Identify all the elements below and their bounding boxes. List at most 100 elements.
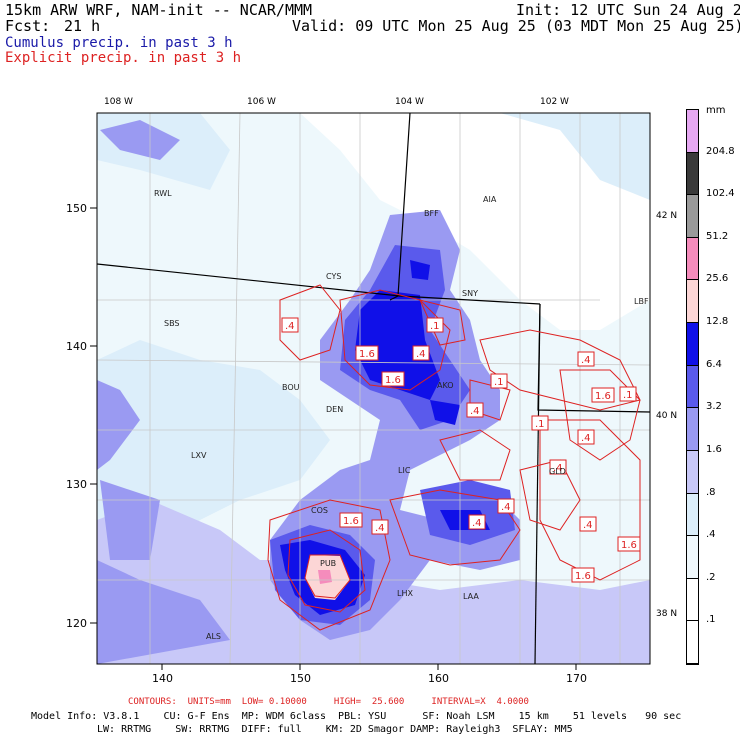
contour-label: .1	[490, 373, 508, 389]
station-labels: RWL BFF AIA CYS SNY LBF SBS BOU DEN AKO …	[154, 189, 649, 641]
station-label: RWL	[154, 189, 172, 198]
svg-text:1.6: 1.6	[575, 571, 591, 582]
field-cumulus-label: Cumulus precip. in past 3 h	[5, 35, 233, 51]
svg-text:.4: .4	[583, 520, 593, 531]
svg-text:.1: .1	[430, 321, 440, 332]
valid-time: Valid: 09 UTC Mon 25 Aug 25 (03 MDT Mon …	[292, 17, 740, 35]
precip-shading	[97, 113, 650, 664]
station-label: SNY	[462, 289, 478, 298]
legend-swatch	[687, 621, 698, 664]
contour-label: 1.6	[571, 567, 595, 583]
legend-swatch	[687, 493, 698, 537]
legend-swatch	[687, 365, 698, 409]
field-explicit-label: Explicit precip. in past 3 h	[5, 50, 242, 66]
lat-labels: 42 N 40 N 38 N	[656, 211, 677, 619]
station-label: LHX	[397, 589, 413, 598]
legend-swatch	[687, 280, 698, 324]
legend-swatch	[687, 578, 698, 622]
legend-level-label: 1.6	[706, 443, 722, 455]
legend-swatch	[687, 450, 698, 494]
forecast-label: Fcst:	[5, 17, 51, 35]
svg-text:.4: .4	[375, 523, 385, 534]
lat-label: 38 N	[656, 609, 677, 619]
contour-label: .4	[577, 351, 595, 367]
legend-swatch	[687, 536, 698, 579]
station-label: DEN	[326, 405, 343, 414]
svg-text:.1: .1	[535, 419, 545, 430]
init-time: Init: 12 UTC Sun 24 Aug 25	[516, 1, 740, 19]
contour-label: .1	[426, 317, 444, 333]
legend-unit: mm	[706, 105, 726, 116]
station-label: LIC	[398, 466, 411, 475]
svg-text:.4: .4	[581, 355, 591, 366]
lon-labels: 108 W 106 W 104 W 102 W	[104, 97, 569, 107]
station-label: CYS	[326, 272, 341, 281]
legend-swatch	[687, 195, 698, 238]
legend-level-label: 25.6	[706, 273, 729, 285]
station-label: BFF	[424, 209, 439, 218]
left-grid-label: 140	[66, 340, 87, 353]
station-label: ALS	[206, 632, 221, 641]
legend-swatch	[687, 110, 698, 153]
svg-text:.1: .1	[623, 390, 633, 401]
bottom-grid-label: 170	[566, 672, 587, 685]
contour-label: .4	[497, 498, 515, 514]
contour-label: 1.6	[617, 536, 641, 552]
contour-label: .1	[619, 386, 637, 402]
station-label: LBF	[634, 297, 649, 306]
svg-text:1.6: 1.6	[343, 516, 359, 527]
legend-swatches	[686, 109, 699, 665]
legend-level-label: .4	[706, 529, 716, 541]
station-label: SBS	[164, 319, 180, 328]
legend-level-label: .8	[706, 486, 716, 498]
station-label: COS	[311, 506, 328, 515]
contour-label: .4	[579, 516, 597, 532]
contour-label: .4	[281, 317, 299, 333]
model-title: 15km ARW WRF, NAM-init -- NCAR/MMM	[5, 1, 313, 19]
contour-label: 1.6	[591, 387, 615, 403]
contour-label: .1	[531, 415, 549, 431]
bottom-grid-label: 140	[152, 672, 173, 685]
legend-level-label: .1	[706, 614, 716, 626]
svg-text:.4: .4	[470, 406, 480, 417]
axis-labels: 150 140 130 120 140 150 160 170	[66, 202, 587, 685]
model-info-line-2: LW: RRTMG SW: RRTMG DIFF: full KM: 2D Sm…	[97, 724, 573, 735]
contour-label: .4	[466, 402, 484, 418]
lat-label: 40 N	[656, 411, 677, 421]
legend-level-label: 102.4	[706, 188, 735, 200]
bottom-grid-label: 160	[428, 672, 449, 685]
forecast-hour: 21 h	[64, 17, 101, 35]
model-info-line-1: Model Info: V3.8.1 CU: G-F Ens MP: WDM 6…	[31, 711, 682, 722]
legend-swatch	[687, 237, 698, 281]
svg-text:1.6: 1.6	[385, 375, 401, 386]
svg-text:.4: .4	[416, 349, 426, 360]
legend-swatch	[687, 323, 698, 366]
left-grid-label: 130	[66, 478, 87, 491]
svg-text:.1: .1	[494, 377, 504, 388]
lon-label: 102 W	[540, 97, 569, 107]
svg-text:.4: .4	[285, 321, 295, 332]
contour-label: .4	[371, 519, 389, 535]
legend-swatch	[687, 408, 698, 451]
legend-level-label: 3.2	[706, 401, 722, 413]
contour-label: .4	[549, 459, 567, 475]
lon-label: 108 W	[104, 97, 133, 107]
station-label: GLD	[549, 467, 566, 476]
legend-level-label: 51.2	[706, 230, 729, 242]
contour-info: CONTOURS: UNITS=mm LOW= 0.10000 HIGH= 25…	[128, 697, 529, 707]
lon-label: 106 W	[247, 97, 276, 107]
svg-text:.4: .4	[553, 463, 563, 474]
left-grid-label: 150	[66, 202, 87, 215]
lat-label: 42 N	[656, 211, 677, 221]
contour-labels: .4 .1 1.6 .4 .1 .1 .4 .4 1.6 .1 .4 1.6 .…	[281, 317, 641, 583]
station-label: AKO	[437, 381, 454, 390]
station-label: PUB	[320, 559, 336, 568]
svg-text:.4: .4	[501, 502, 511, 513]
legend-level-label: 12.8	[706, 316, 729, 328]
svg-text:.4: .4	[472, 518, 482, 529]
contour-label: .4	[412, 345, 430, 361]
legend-swatch	[687, 152, 698, 196]
legend-level-label: 204.8	[706, 145, 735, 157]
contour-label: .4	[468, 514, 486, 530]
